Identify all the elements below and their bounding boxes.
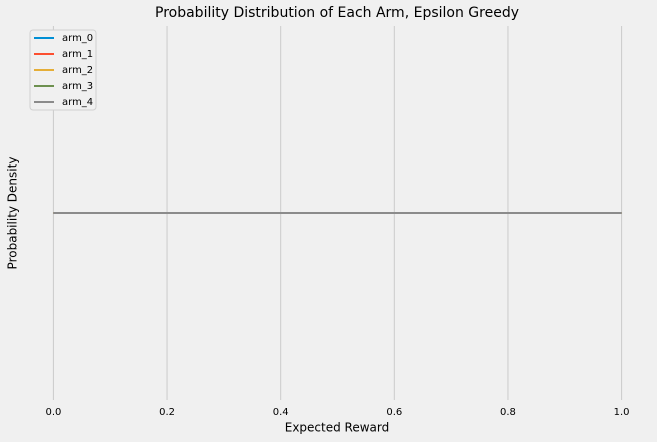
legend-label: arm_0 bbox=[62, 33, 93, 44]
x-tick-label: 0.4 bbox=[273, 407, 289, 418]
legend-box bbox=[29, 29, 97, 111]
x-axis-label: Expected Reward bbox=[285, 421, 390, 435]
legend-label: arm_4 bbox=[62, 97, 93, 108]
x-tick-label: 0.6 bbox=[386, 407, 402, 418]
legend-label: arm_3 bbox=[62, 81, 93, 92]
x-tick-label: 0.2 bbox=[159, 407, 175, 418]
chart-title: Probability Distribution of Each Arm, Ep… bbox=[155, 5, 519, 21]
legend-label: arm_2 bbox=[62, 65, 93, 76]
x-tick-label: 0.8 bbox=[500, 407, 516, 418]
y-axis-label: Probability Density bbox=[6, 157, 20, 270]
legend-label: arm_1 bbox=[62, 49, 93, 60]
x-tick-label: 1.0 bbox=[614, 407, 630, 418]
legend: arm_0 arm_1 arm_2 arm_3 arm_4 bbox=[29, 29, 97, 111]
x-tick-label: 0.0 bbox=[45, 407, 61, 418]
